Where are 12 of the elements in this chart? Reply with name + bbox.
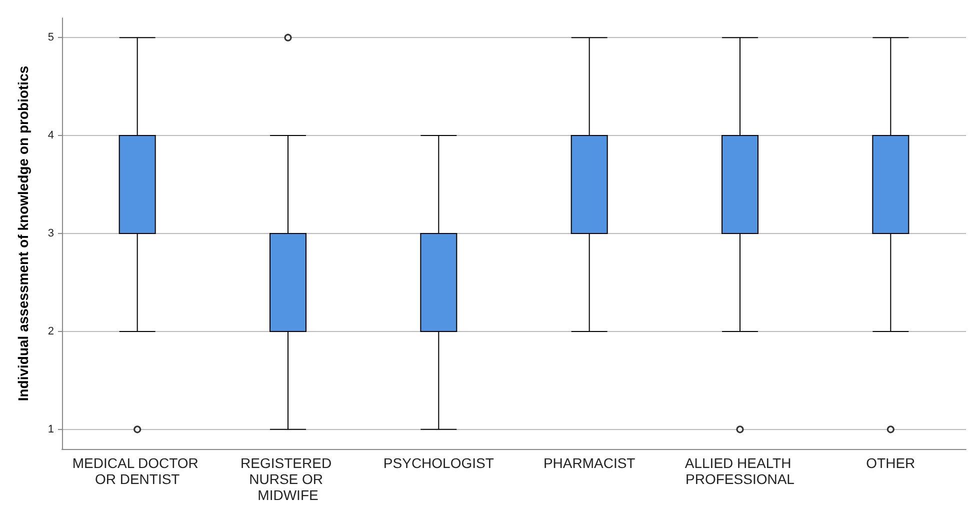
x-tick-label: ALLIED HEALTH PROFESSIONAL [684, 455, 796, 487]
x-tick-label: REGISTERED NURSE OR MIDWIFE [240, 455, 336, 503]
x-tick-label: PSYCHOLOGIST [383, 455, 494, 471]
y-tick-label: 2 [48, 325, 54, 338]
y-tick-label: 4 [48, 130, 54, 142]
x-tick-label: MEDICAL DOCTOR OR DENTIST [72, 455, 202, 487]
y-tick-label: 1 [48, 423, 54, 436]
x-tick-label: OTHER [866, 455, 916, 471]
y-axis-title: Individual assessment of knowledge on probiotics [15, 66, 31, 402]
y-tick-label: 5 [48, 32, 54, 44]
x-tick-label: PHARMACIST [543, 455, 636, 471]
y-tick-label: 3 [48, 228, 54, 240]
